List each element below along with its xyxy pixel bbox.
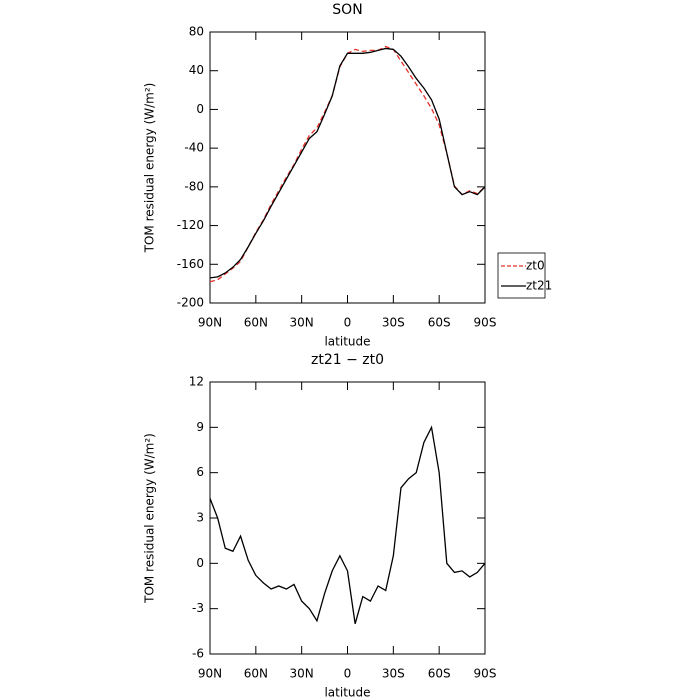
y-tick-label: 12 <box>189 375 204 389</box>
x-tick-label: 90S <box>474 316 497 330</box>
x-tick-label: 60N <box>244 667 268 681</box>
chart-title: SON <box>332 2 362 18</box>
y-tick-label: -6 <box>192 647 204 661</box>
y-axis-label: TOM residual energy (W/m²) <box>143 433 157 604</box>
plot-frame <box>209 31 486 304</box>
x-tick-label: 30N <box>290 667 314 681</box>
y-tick-label: -200 <box>177 296 204 310</box>
plot-frame <box>209 381 486 655</box>
x-tick-label: 90S <box>474 667 497 681</box>
x-tick-label: 0 <box>344 316 352 330</box>
line <box>209 45 486 283</box>
x-tick-label: 30N <box>290 316 314 330</box>
y-tick-label: -3 <box>192 601 204 615</box>
x-tick-label: 60N <box>244 316 268 330</box>
x-axis-label: latitude <box>324 335 370 349</box>
y-tick-label: 0 <box>196 556 204 570</box>
y-tick-label: -80 <box>184 179 204 193</box>
y-tick-label: 6 <box>196 465 204 479</box>
x-tick-label: 0 <box>344 667 352 681</box>
x-tick-label: 30S <box>382 316 405 330</box>
legend-box <box>497 252 546 299</box>
x-tick-label: 90N <box>198 667 222 681</box>
legend-label: zt21 <box>526 279 552 293</box>
x-tick-label: 30S <box>382 667 405 681</box>
line <box>209 425 486 624</box>
y-tick-label: -120 <box>177 218 204 232</box>
chart-title: zt21 − zt0 <box>311 352 384 368</box>
y-tick-label: -40 <box>184 141 204 155</box>
y-tick-label: 40 <box>189 63 204 77</box>
y-tick-label: 0 <box>196 102 204 116</box>
x-tick-label: 60S <box>428 316 451 330</box>
x-axis-label: latitude <box>324 686 370 700</box>
y-tick-label: 80 <box>189 25 204 39</box>
y-tick-label: 9 <box>196 420 204 434</box>
x-tick-label: 90N <box>198 316 222 330</box>
y-axis-label: TOM residual energy (W/m²) <box>143 83 157 254</box>
legend-label: zt0 <box>526 259 545 273</box>
y-tick-label: -160 <box>177 257 204 271</box>
x-tick-label: 60S <box>428 667 451 681</box>
y-tick-label: 3 <box>196 511 204 525</box>
line <box>209 47 486 279</box>
